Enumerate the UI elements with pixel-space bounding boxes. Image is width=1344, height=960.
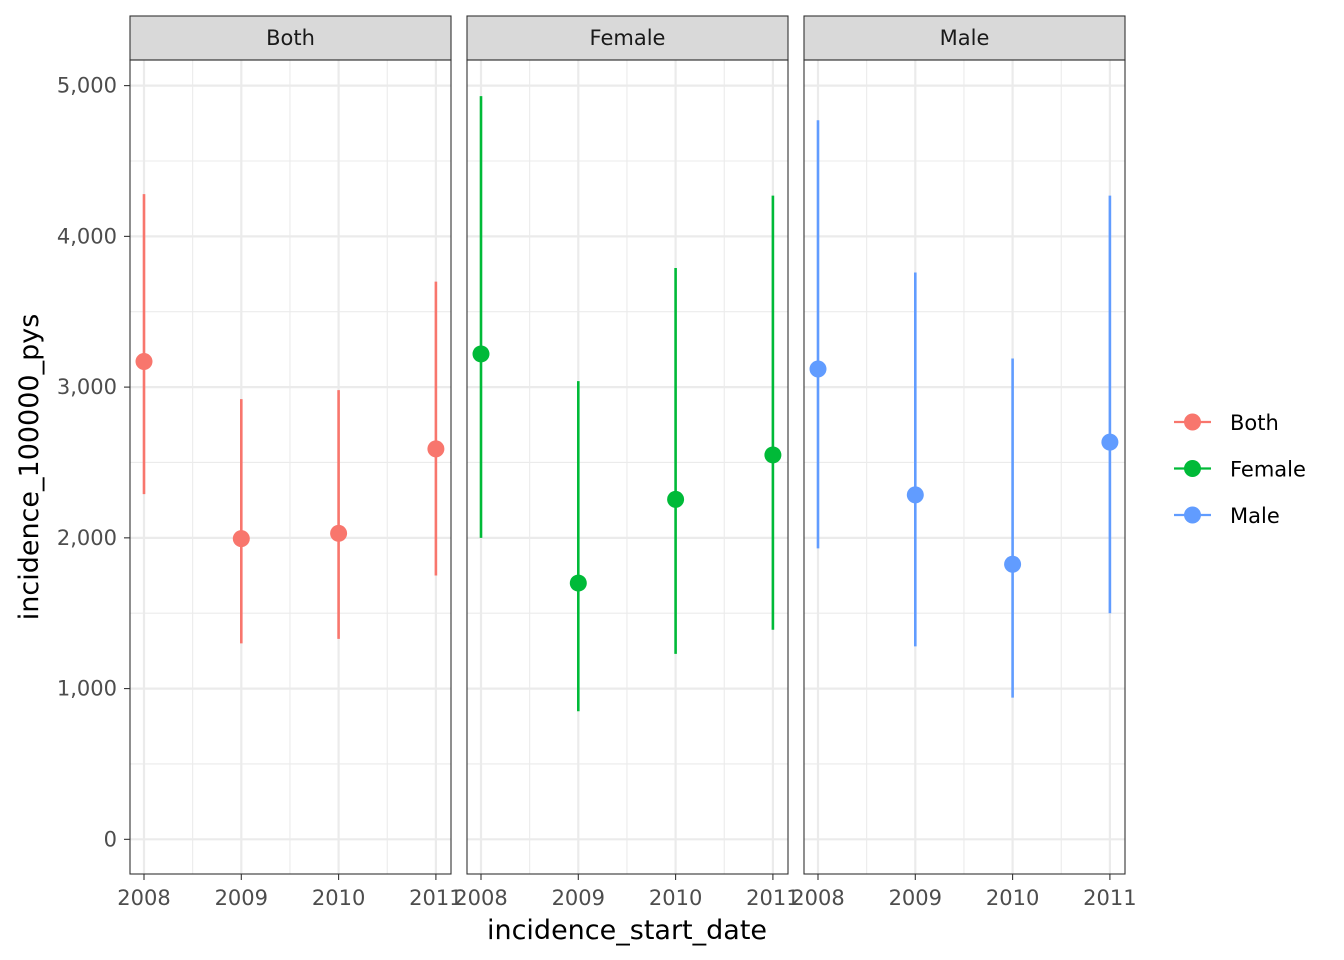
x-tick-label: 2011 bbox=[746, 886, 799, 910]
legend-key-point bbox=[1184, 506, 1201, 524]
x-tick-label: 2008 bbox=[117, 886, 170, 910]
facet-strip bbox=[803, 15, 1126, 61]
legend-key-point bbox=[1184, 413, 1201, 431]
data-point bbox=[906, 486, 924, 504]
legend: Both Female Male bbox=[1174, 411, 1306, 528]
legend-label: Female bbox=[1230, 458, 1306, 482]
x-tick-label: 2010 bbox=[312, 886, 365, 910]
data-point bbox=[667, 490, 685, 508]
facet-panel-male: Male 2008 2009 2010 2011 bbox=[791, 15, 1137, 910]
facet-strip-label: Male bbox=[940, 26, 990, 50]
data-point bbox=[232, 530, 250, 548]
facet-strip bbox=[466, 15, 789, 61]
y-tick-label: 0 bbox=[104, 827, 117, 851]
x-axis-title: incidence_start_date bbox=[487, 915, 767, 946]
data-point bbox=[427, 440, 445, 458]
x-tick-label: 2010 bbox=[986, 886, 1039, 910]
facet-panel-female: Female 2008 2009 2010 2011 bbox=[454, 15, 800, 910]
y-tick-label: 2,000 bbox=[57, 526, 117, 550]
panel-border bbox=[129, 59, 452, 875]
legend-label: Male bbox=[1230, 504, 1280, 528]
data-point bbox=[809, 360, 827, 378]
y-tick-label: 5,000 bbox=[57, 74, 117, 98]
y-tick-label: 4,000 bbox=[57, 224, 117, 248]
data-point bbox=[764, 446, 782, 464]
data-point bbox=[569, 574, 587, 592]
x-tick-label: 2008 bbox=[791, 886, 844, 910]
facet-panel-both: Both 2008 2009 2010 2011 bbox=[117, 15, 463, 910]
data-point bbox=[1004, 555, 1022, 573]
y-tick-label: 3,000 bbox=[57, 375, 117, 399]
legend-entry-both: Both bbox=[1174, 411, 1279, 435]
x-tick-label: 2010 bbox=[649, 886, 702, 910]
x-tick-label: 2011 bbox=[1083, 886, 1136, 910]
y-axis-title: incidence_100000_pys bbox=[14, 314, 45, 621]
x-tick-label: 2009 bbox=[215, 886, 268, 910]
y-tick-label: 1,000 bbox=[57, 677, 117, 701]
legend-key-point bbox=[1184, 460, 1201, 477]
panel-border bbox=[803, 59, 1126, 875]
data-point bbox=[1101, 433, 1119, 451]
legend-entry-female: Female bbox=[1174, 458, 1306, 482]
legend-entry-male: Male bbox=[1174, 504, 1280, 528]
data-point bbox=[330, 524, 348, 542]
x-tick-label: 2011 bbox=[409, 886, 462, 910]
legend-label: Both bbox=[1230, 411, 1279, 435]
facet-panels: Both 2008 2009 2010 2011 Female 2008 2009 2010 20… bbox=[117, 15, 1137, 910]
panel-border bbox=[466, 59, 789, 875]
facet-strip-label: Female bbox=[590, 26, 666, 50]
facet-strip bbox=[129, 15, 452, 61]
facet-strip-label: Both bbox=[266, 26, 315, 50]
y-axis: 0 1,000 2,000 3,000 4,000 5,000 bbox=[57, 74, 130, 851]
x-tick-label: 2009 bbox=[889, 886, 942, 910]
data-point bbox=[472, 345, 490, 363]
x-tick-label: 2008 bbox=[454, 886, 507, 910]
x-tick-label: 2009 bbox=[552, 886, 605, 910]
data-point bbox=[135, 352, 153, 370]
